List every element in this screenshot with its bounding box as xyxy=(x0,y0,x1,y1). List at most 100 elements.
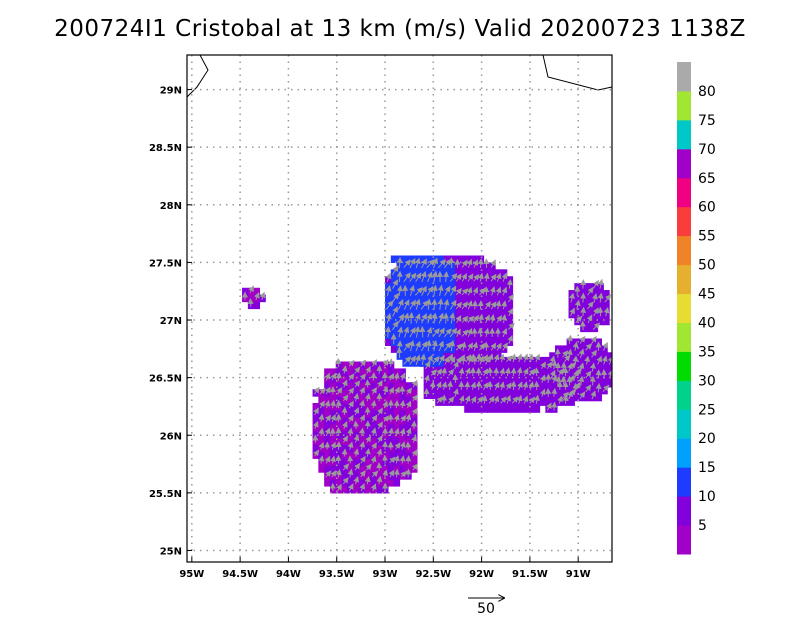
field-cell xyxy=(393,368,401,376)
wind-vector xyxy=(414,287,423,296)
wind-vector xyxy=(371,359,377,367)
wind-vector xyxy=(431,339,438,352)
wind-vector xyxy=(604,294,612,303)
wind-vector xyxy=(409,285,415,296)
field-cell xyxy=(376,485,383,494)
field-cell xyxy=(481,363,488,372)
wind-vector xyxy=(385,272,392,282)
field-cell xyxy=(324,396,331,404)
field-cell xyxy=(549,366,556,374)
x-tick-label: 95W xyxy=(179,569,204,580)
field-cell xyxy=(435,377,442,386)
y-tick-label: 27N xyxy=(160,316,182,327)
field-cell xyxy=(483,324,490,333)
field-cell xyxy=(364,361,372,370)
wind-vector xyxy=(324,441,331,450)
wind-vector xyxy=(430,369,438,376)
colorbar-label: 75 xyxy=(698,113,716,129)
field-cell xyxy=(545,356,552,365)
field-cell xyxy=(589,345,597,353)
wind-vector xyxy=(359,441,365,450)
field-cell xyxy=(341,389,348,397)
wind-vector xyxy=(448,368,455,376)
field-cell xyxy=(500,338,508,346)
field-cell xyxy=(566,359,573,367)
field-cell xyxy=(324,437,331,446)
colorbar-segment xyxy=(677,293,691,323)
field-cell xyxy=(385,338,392,346)
wind-vector xyxy=(472,259,479,268)
wind-vector xyxy=(484,314,490,324)
wind-vector xyxy=(437,298,444,310)
field-cell xyxy=(399,382,406,390)
wind-vector xyxy=(441,367,448,377)
wind-vector xyxy=(585,384,592,393)
x-tick-label: 92W xyxy=(469,569,494,580)
field-cell xyxy=(498,363,506,372)
wind-vector xyxy=(469,353,476,363)
field-cell xyxy=(423,370,431,379)
wind-vector xyxy=(436,368,443,376)
field-cell xyxy=(603,290,610,298)
field-cell xyxy=(347,396,354,404)
wind-vector xyxy=(397,298,404,310)
wind-vector xyxy=(392,320,399,331)
wind-vector xyxy=(580,306,587,317)
field-cell xyxy=(504,377,512,386)
colorbar-segment xyxy=(677,322,691,352)
wind-vector xyxy=(399,372,406,381)
wind-vector xyxy=(573,369,579,379)
wind-vector xyxy=(403,272,411,282)
wind-vector xyxy=(432,257,439,269)
colorbar-segment xyxy=(677,438,691,468)
field-cell xyxy=(382,382,389,390)
wind-vector xyxy=(449,339,456,352)
field-cell xyxy=(353,402,360,411)
field-cell xyxy=(506,290,514,298)
field-cell xyxy=(341,485,348,494)
wind-vector xyxy=(420,271,427,283)
colorbar-segment xyxy=(677,62,691,92)
wind-vector xyxy=(490,273,497,282)
wind-vector xyxy=(348,373,355,381)
wind-vector xyxy=(330,455,336,464)
wind-vector xyxy=(593,307,599,317)
wind-vector xyxy=(342,463,350,471)
colorbar-label: 65 xyxy=(698,171,716,187)
field-cell xyxy=(353,472,360,480)
field-cell xyxy=(393,382,401,390)
wind-vector xyxy=(460,341,467,351)
gridlines xyxy=(187,55,612,562)
wind-vector xyxy=(566,348,573,358)
field-cell xyxy=(489,338,496,346)
field-cell xyxy=(568,290,575,298)
wind-vector xyxy=(376,475,383,485)
field-cell xyxy=(253,287,261,296)
wind-vector xyxy=(557,368,564,376)
wind-vector xyxy=(330,470,337,478)
field-cell xyxy=(452,356,460,365)
field-cell xyxy=(405,451,412,459)
wind-vector xyxy=(371,414,378,422)
chart-title: 200724I1 Cristobal at 13 km (m/s) Valid … xyxy=(54,16,746,42)
wind-vector xyxy=(493,353,500,363)
wind-vector xyxy=(371,470,379,478)
wind-vector xyxy=(472,286,479,296)
wind-vector xyxy=(393,414,400,422)
wind-vector xyxy=(522,381,529,390)
wind-vector xyxy=(455,328,461,337)
wind-vector xyxy=(551,387,558,397)
field-cell xyxy=(527,363,535,372)
field-cell xyxy=(376,444,383,452)
wind-vector xyxy=(318,427,325,436)
field-cell xyxy=(324,368,331,376)
field-cell xyxy=(318,451,325,459)
field-cell xyxy=(460,296,467,305)
colorbar: 5 10 15 20 25 30 35 40 45 50 55 60 65 70 75 80 xyxy=(677,62,716,555)
wind-vector xyxy=(365,463,372,471)
wind-vector xyxy=(493,381,500,390)
wind-vector xyxy=(578,362,585,372)
wind-vector xyxy=(431,270,438,283)
x-axis-ticks: 95W 94.5W 94W 93.5W 93W 92.5W 92W 91.5W 91W xyxy=(179,557,591,580)
wind-vector xyxy=(411,434,417,443)
